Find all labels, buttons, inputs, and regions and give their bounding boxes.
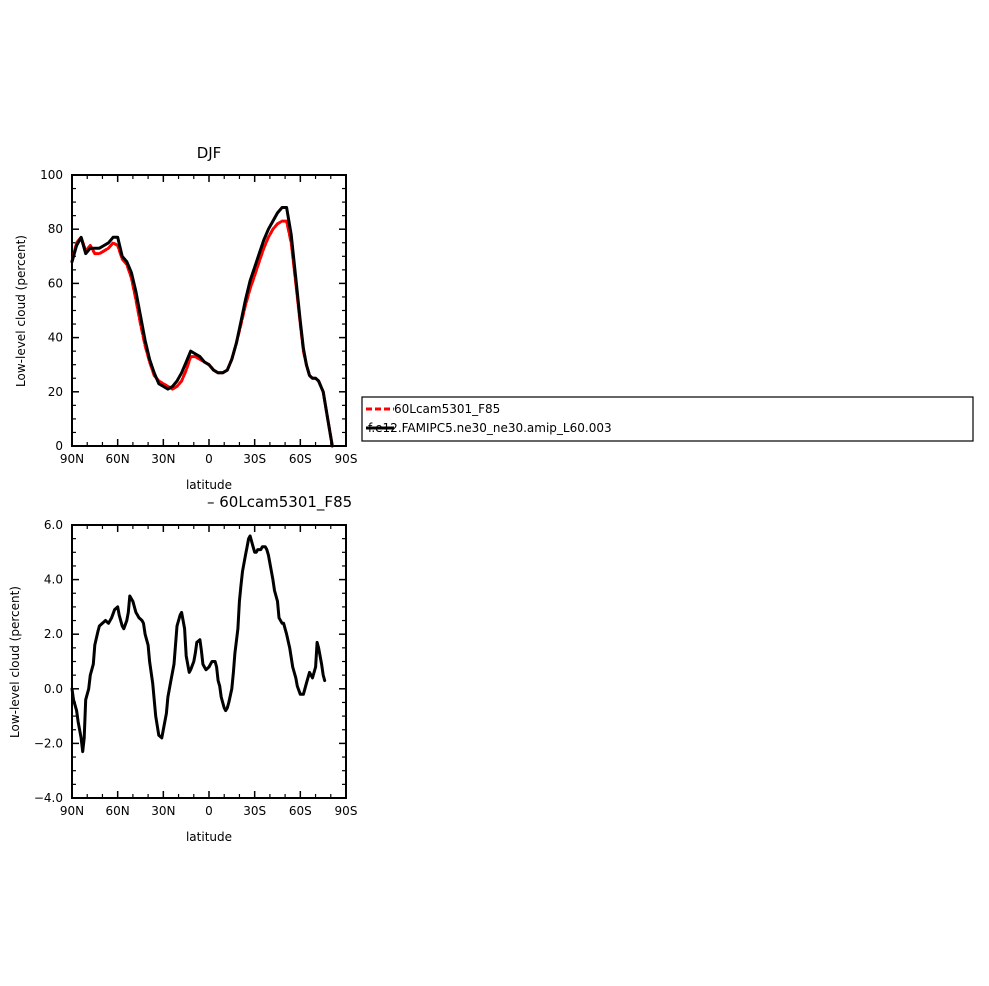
top-series-line-2 — [70, 206, 334, 448]
bottom-y-tick-label: 4.0 — [44, 573, 63, 587]
bottom-x-tick-label: 90N — [60, 804, 84, 818]
bottom-y-tick-label: −2.0 — [34, 736, 63, 750]
top-y-axis-label: Low-level cloud (percent) — [14, 235, 28, 387]
top-x-tick-label: 60N — [106, 452, 130, 466]
bottom-y-tick-label: 0.0 — [44, 682, 63, 696]
top-x-tick-label: 0 — [205, 452, 213, 466]
bottom-y-tick-label: 6.0 — [44, 518, 63, 532]
top-panel: DJF 90N 60N 30N 0 30S 60S 90S 0 20 40 60 80 100 lati… — [14, 144, 357, 492]
top-x-tick-label: 90N — [60, 452, 84, 466]
top-y-tick-label: 0 — [55, 439, 63, 453]
legend-box — [361, 396, 974, 442]
top-x-tick-label: 90S — [335, 452, 358, 466]
top-y-tick-label: 40 — [48, 331, 63, 345]
top-panel-title: DJF — [197, 144, 222, 162]
bottom-y-tick-label: 2.0 — [44, 627, 63, 641]
legend: 60Lcam5301_F85 f.e12.FAMIPC5.ne30_ne30.a… — [361, 396, 974, 442]
bottom-x-tick-label: 60S — [289, 804, 312, 818]
top-y-tick-label: 20 — [48, 385, 63, 399]
bottom-y-tick-label: −4.0 — [34, 791, 63, 805]
bottom-x-tick-label: 30N — [151, 804, 175, 818]
top-plot-area: 90N 60N 30N 0 30S 60S 90S 0 20 40 60 80 100 — [40, 168, 357, 466]
bottom-series-line-1 — [70, 534, 327, 754]
top-y-tick-label: 60 — [48, 276, 63, 290]
bottom-x-tick-label: 30S — [243, 804, 266, 818]
legend-entry-1: 60Lcam5301_F85 — [394, 402, 500, 416]
top-y-tick-label: 100 — [40, 168, 63, 182]
top-x-tick-label: 30N — [151, 452, 175, 466]
top-x-axis-label: latitude — [186, 478, 232, 492]
bottom-panel-title: – 60Lcam5301_F85 — [207, 493, 352, 512]
legend-entry-2: f.e12.FAMIPC5.ne30_ne30.amip_L60.003 — [368, 421, 612, 435]
top-x-tick-label: 30S — [243, 452, 266, 466]
bottom-plot-area: 90N 60N 30N 0 30S 60S 90S −4.0 −2.0 0.0 2.0 4.0 6.0 — [34, 518, 358, 818]
bottom-x-tick-label: 0 — [205, 804, 213, 818]
bottom-x-tick-label: 60N — [106, 804, 130, 818]
bottom-panel: – 60Lcam5301_F85 90N 60N 30N 0 30S 60S 90S −4.0… — [8, 493, 357, 844]
top-y-tick-label: 80 — [48, 222, 63, 236]
top-x-tick-label: 60S — [289, 452, 312, 466]
bottom-y-axis-label: Low-level cloud (percent) — [8, 586, 22, 738]
bottom-x-tick-label: 90S — [335, 804, 358, 818]
bottom-x-axis-label: latitude — [186, 830, 232, 844]
